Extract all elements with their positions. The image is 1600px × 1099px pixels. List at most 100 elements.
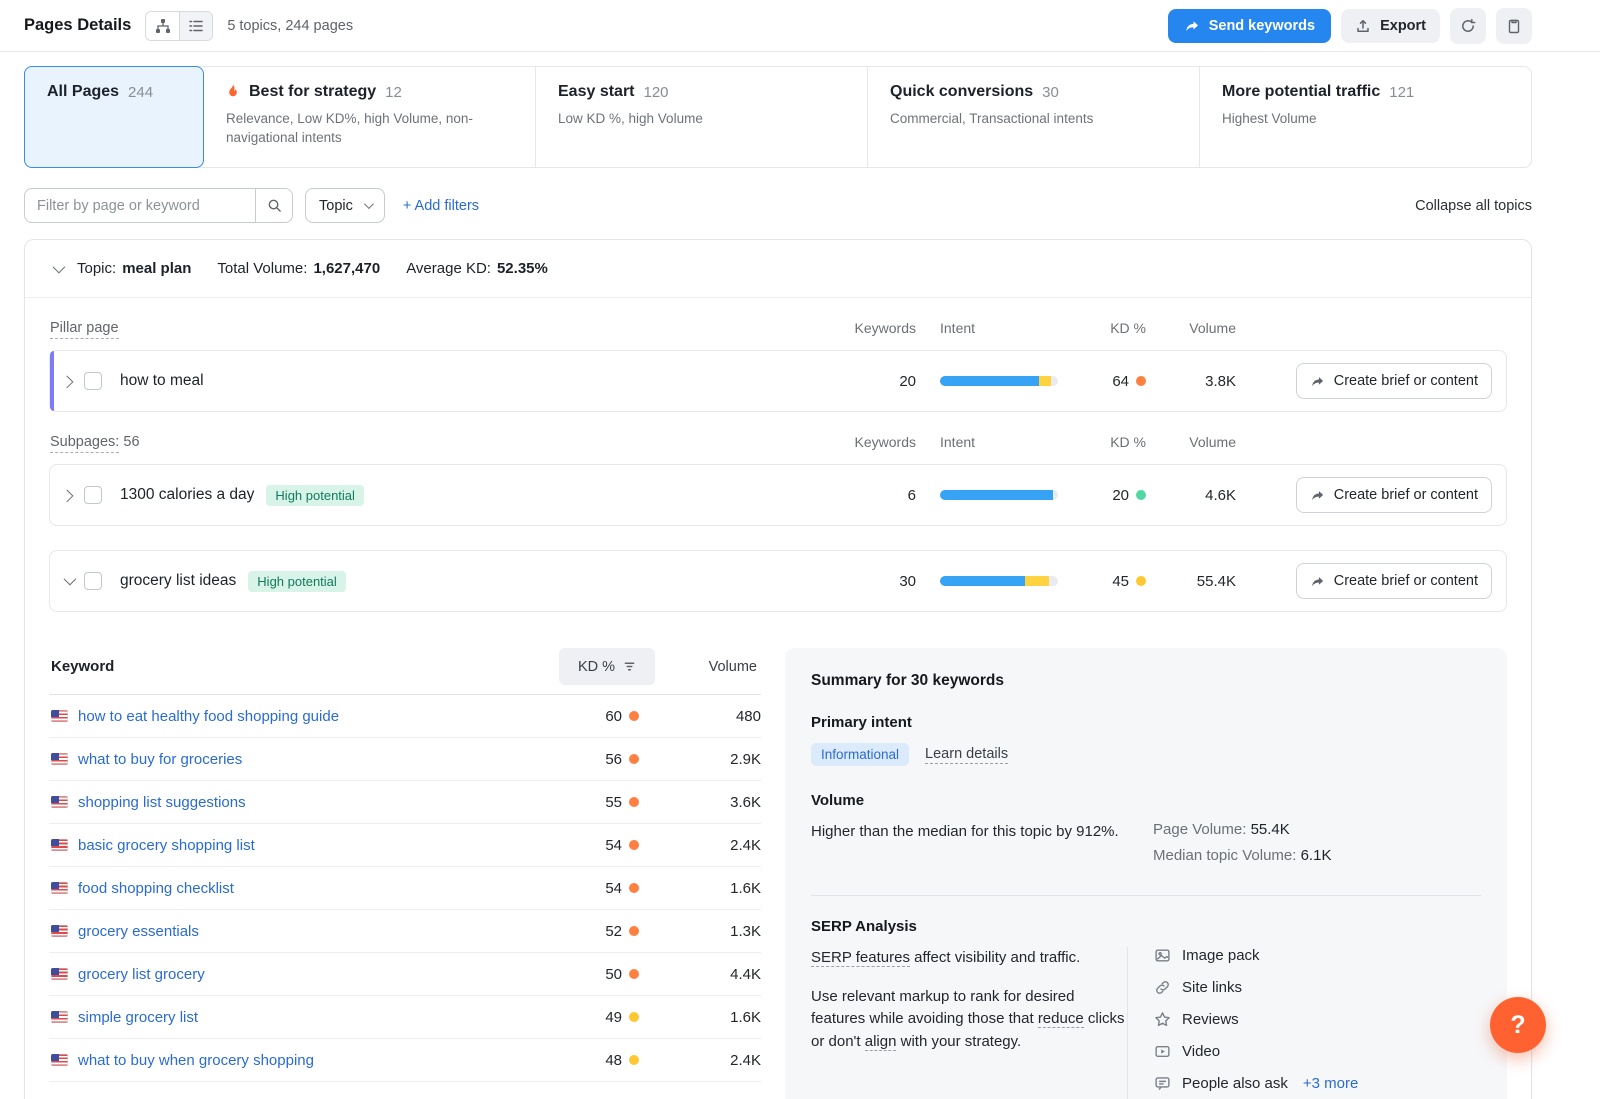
- topic-dropdown[interactable]: Topic: [305, 188, 385, 223]
- tab-label: Quick conversions: [890, 83, 1033, 101]
- collapse-chevron-icon[interactable]: [54, 572, 73, 590]
- keyword-table-head: Keyword KD % Volume: [49, 648, 761, 695]
- kd-dot: [629, 969, 639, 979]
- volume-value: 4.4K: [655, 966, 761, 983]
- intent-bar: [916, 490, 1066, 500]
- flame-icon: [226, 84, 240, 100]
- page-volume-label: Page Volume:: [1153, 821, 1246, 838]
- tab-label: Best for strategy: [249, 83, 376, 101]
- kd-value: 52: [605, 923, 622, 940]
- tab-quick-conversions[interactable]: Quick conversions 30 Commercial, Transac…: [867, 67, 1199, 167]
- tab-count: 12: [385, 84, 402, 101]
- keyword-link[interactable]: food shopping checklist: [78, 880, 234, 897]
- view-toggle: [145, 11, 213, 41]
- clipboard-button[interactable]: [1496, 8, 1532, 44]
- page-title: Pages Details: [24, 16, 131, 35]
- us-flag-icon: [51, 1011, 68, 1023]
- align-term[interactable]: align: [865, 1033, 897, 1051]
- create-brief-label: Create brief or content: [1334, 573, 1478, 589]
- us-flag-icon: [51, 710, 68, 722]
- clipboard-icon: [1506, 18, 1522, 34]
- create-brief-button[interactable]: Create brief or content: [1296, 363, 1492, 399]
- keyword-link[interactable]: basic grocery shopping list: [78, 837, 255, 854]
- average-kd-value: 52.35%: [497, 260, 548, 277]
- kd-value: 56: [605, 751, 622, 768]
- subpages-table-head: Subpages: 56 Keywords Intent KD % Volume: [25, 412, 1531, 460]
- collapse-all-topics-link[interactable]: Collapse all topics: [1415, 198, 1532, 214]
- keyword-row: food shopping checklist 54 1.6K: [49, 867, 761, 910]
- keyword-link[interactable]: what to buy for groceries: [78, 751, 242, 768]
- serp-feature-label: Video: [1182, 1043, 1220, 1060]
- pillar-table-head: Pillar page Keywords Intent KD % Volume: [25, 298, 1531, 346]
- keyword-link[interactable]: shopping list suggestions: [78, 794, 246, 811]
- create-brief-button[interactable]: Create brief or content: [1296, 563, 1492, 599]
- export-icon: [1355, 18, 1371, 34]
- col-keywords: Keywords: [846, 320, 916, 336]
- kd-value: 20: [1112, 487, 1129, 504]
- keyword-link[interactable]: grocery essentials: [78, 923, 199, 940]
- tab-easy-start[interactable]: Easy start 120 Low KD %, high Volume: [535, 67, 867, 167]
- add-filters-link[interactable]: + Add filters: [403, 198, 479, 214]
- row-checkbox[interactable]: [84, 572, 102, 590]
- row-checkbox[interactable]: [84, 372, 102, 390]
- export-button[interactable]: Export: [1341, 9, 1440, 43]
- tab-count: 244: [128, 84, 153, 101]
- us-flag-icon: [51, 839, 68, 851]
- volume-value: 3.8K: [1146, 373, 1236, 390]
- kd-dot: [1136, 376, 1146, 386]
- reduce-term[interactable]: reduce: [1038, 1010, 1084, 1028]
- create-brief-label: Create brief or content: [1334, 373, 1478, 389]
- keyword-row: simple grocery list 49 1.6K: [49, 996, 761, 1039]
- tab-all-pages[interactable]: All Pages 244: [24, 66, 204, 168]
- refresh-icon: [1460, 18, 1476, 34]
- pillar-page-label[interactable]: Pillar page: [50, 320, 119, 336]
- keyword-link[interactable]: how to eat healthy food shopping guide: [78, 708, 339, 725]
- col-keywords: Keywords: [846, 434, 916, 450]
- volume-value: 2.9K: [655, 751, 761, 768]
- kd-value: 54: [605, 880, 622, 897]
- serp-feature-item: Site links: [1154, 979, 1481, 996]
- keyword-row: what to buy when grocery shopping 48 2.4…: [49, 1039, 761, 1082]
- help-button[interactable]: ?: [1490, 997, 1546, 1053]
- serp-feature-label: People also ask: [1182, 1075, 1288, 1092]
- tab-subtitle: Highest Volume: [1222, 110, 1509, 129]
- kd-value: 50: [605, 966, 622, 983]
- tab-count: 30: [1042, 84, 1059, 101]
- summary-panel: Summary for 30 keywords Primary intent I…: [785, 648, 1507, 1099]
- row-checkbox[interactable]: [84, 486, 102, 504]
- site-links-icon: [1154, 979, 1171, 996]
- search-button[interactable]: [255, 189, 292, 222]
- tab-more-potential-traffic[interactable]: More potential traffic 121 Highest Volum…: [1199, 67, 1531, 167]
- topic-collapse-chevron-icon[interactable]: [49, 261, 65, 277]
- keyword-link[interactable]: simple grocery list: [78, 1009, 198, 1026]
- kd-value: 45: [1112, 573, 1129, 590]
- topics-pages-count: 5 topics, 244 pages: [227, 18, 353, 34]
- expand-chevron-icon[interactable]: [54, 372, 73, 390]
- keyword-link[interactable]: what to buy when grocery shopping: [78, 1052, 314, 1069]
- keyword-link[interactable]: grocery list grocery: [78, 966, 205, 983]
- serp-analysis-text: SERP features affect visibility and traf…: [811, 947, 1127, 1099]
- filter-input[interactable]: [25, 198, 255, 214]
- sort-icon: [623, 660, 636, 673]
- refresh-button[interactable]: [1450, 8, 1486, 44]
- volume-value: 2.4K: [655, 1052, 761, 1069]
- send-keywords-button[interactable]: Send keywords: [1168, 9, 1331, 43]
- kd-sort-header[interactable]: KD %: [559, 648, 655, 685]
- expand-chevron-icon[interactable]: [54, 486, 73, 504]
- keywords-count: 6: [846, 487, 916, 504]
- tab-subtitle: Commercial, Transactional intents: [890, 110, 1177, 129]
- people-also-ask-icon: [1154, 1075, 1171, 1092]
- list-view-button[interactable]: [179, 12, 212, 40]
- subpage-row: 1300 calories a day High potential 6 20 …: [49, 464, 1507, 526]
- create-brief-button[interactable]: Create brief or content: [1296, 477, 1492, 513]
- serp-features-term[interactable]: SERP features: [811, 949, 910, 967]
- keyword-row: grocery essentials 52 1.3K: [49, 910, 761, 953]
- tab-best-for-strategy[interactable]: Best for strategy 12 Relevance, Low KD%,…: [204, 67, 535, 167]
- export-label: Export: [1380, 18, 1426, 34]
- volume-value: 3.6K: [655, 794, 761, 811]
- more-features-link[interactable]: +3 more: [1303, 1075, 1358, 1092]
- subpages-label[interactable]: Subpages: 56: [50, 434, 140, 450]
- tree-view-button[interactable]: [146, 12, 179, 40]
- kd-dot: [629, 1055, 639, 1065]
- learn-details-link[interactable]: Learn details: [925, 746, 1008, 764]
